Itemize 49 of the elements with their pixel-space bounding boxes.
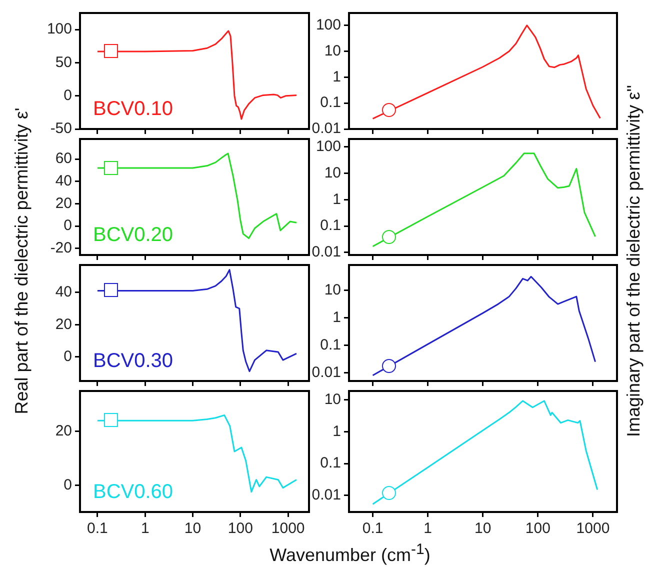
x-tick-label: 1000 xyxy=(576,520,610,538)
y-tick-label: 1 xyxy=(332,190,341,208)
y-tick-label: 10 xyxy=(324,42,341,60)
y-tick-label: 0 xyxy=(64,217,72,234)
y-tick-label: 1 xyxy=(332,68,341,86)
y-tick-label: 0.1 xyxy=(320,94,341,112)
x-tick-label: 100 xyxy=(525,520,550,538)
y-tick-label: 0.1 xyxy=(320,454,341,472)
y-tick-label: 0.1 xyxy=(320,336,341,354)
y-tick-label: 50 xyxy=(55,54,72,71)
y-tick-label: 40 xyxy=(55,172,72,190)
y-tick-label: 20 xyxy=(55,194,72,212)
y-tick-label: 60 xyxy=(55,150,72,168)
x-tick-label: 100 xyxy=(228,520,253,538)
y-tick-label: 0.1 xyxy=(320,217,341,234)
y-tick-label: 0 xyxy=(64,476,72,494)
text: BCV0.30 xyxy=(93,350,174,372)
y-tick-label: 0.01 xyxy=(312,244,341,261)
text: BCV0.20 xyxy=(93,224,174,246)
y-tick-label: 0.01 xyxy=(312,120,341,138)
y-tick-label: 0.01 xyxy=(312,486,341,504)
y-tick-label: 10 xyxy=(324,391,341,408)
x-tick-label: 1000 xyxy=(271,520,305,538)
x-tick-label: 0.1 xyxy=(362,520,384,538)
text: BCV0.60 xyxy=(93,481,174,503)
y-axis-title: Real part of the dielectric permittivity ε' xyxy=(12,108,32,414)
y-tick-label: -50 xyxy=(50,120,72,138)
y-tick-label: 0.01 xyxy=(312,364,341,381)
y-tick-label: 1 xyxy=(332,309,341,326)
y-tick-label: 20 xyxy=(55,316,72,333)
x-tick-label: 10 xyxy=(474,520,492,538)
y-tick-label: 10 xyxy=(324,282,341,299)
x-tick-label: 1 xyxy=(424,520,432,538)
x-tick-label: 0.1 xyxy=(87,520,108,538)
y-tick-label: 100 xyxy=(316,16,341,34)
y-tick-label: 10 xyxy=(324,164,341,182)
y-axis-title: Imaginary part of the dielectric permittivity ε'' xyxy=(624,84,644,438)
y-tick-label: 100 xyxy=(46,20,72,38)
x-tick-label: 10 xyxy=(184,520,202,538)
y-tick-label: 1 xyxy=(332,422,341,440)
y-tick-label: 100 xyxy=(316,138,341,156)
x-tick-label: 1 xyxy=(140,520,150,538)
y-tick-label: -20 xyxy=(50,239,72,256)
y-tick-label: 0 xyxy=(64,348,72,365)
y-tick-label: 20 xyxy=(55,422,72,440)
y-tick-label: 40 xyxy=(55,284,72,301)
y-tick-label: 0 xyxy=(64,87,72,104)
text: BCV0.10 xyxy=(93,98,174,120)
x-axis-title: Wavenumber (cm$^{-1}$) xyxy=(270,541,430,566)
